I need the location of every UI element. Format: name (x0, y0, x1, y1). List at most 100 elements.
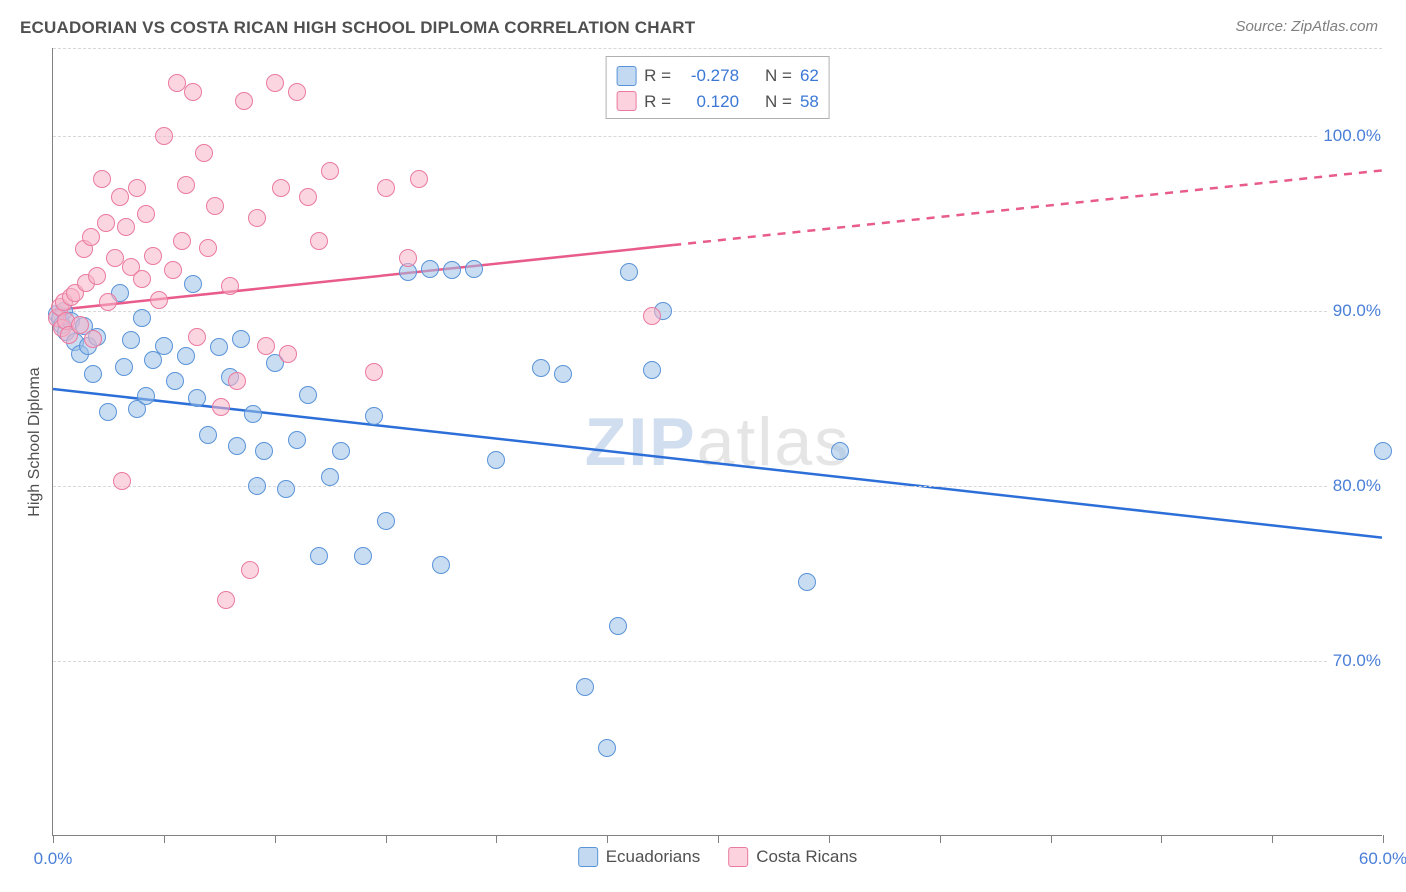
point-costarican (117, 218, 135, 236)
gridline (53, 311, 1382, 312)
point-costarican (97, 214, 115, 232)
swatch-pink-icon (616, 91, 636, 111)
point-costarican (212, 398, 230, 416)
x-tick (1051, 835, 1052, 843)
point-ecuadorian (248, 477, 266, 495)
point-ecuadorian (155, 337, 173, 355)
point-ecuadorian (84, 365, 102, 383)
point-costarican (643, 307, 661, 325)
y-tick-label: 100.0% (1317, 124, 1387, 148)
point-ecuadorian (188, 389, 206, 407)
legend-label: Costa Ricans (756, 847, 857, 867)
chart-title: ECUADORIAN VS COSTA RICAN HIGH SCHOOL DI… (20, 18, 695, 38)
x-tick (496, 835, 497, 843)
x-tick (718, 835, 719, 843)
point-costarican (310, 232, 328, 250)
point-ecuadorian (288, 431, 306, 449)
point-ecuadorian (133, 309, 151, 327)
point-ecuadorian (609, 617, 627, 635)
point-costarican (144, 247, 162, 265)
point-ecuadorian (532, 359, 550, 377)
legend-label: Ecuadorians (606, 847, 701, 867)
scatter-plot: High School Diploma ZIPatlas R = -0.278 … (52, 48, 1382, 836)
point-costarican (99, 293, 117, 311)
x-tick (940, 835, 941, 843)
point-ecuadorian (232, 330, 250, 348)
watermark: ZIPatlas (585, 403, 850, 481)
stat-r-value: 0.120 (679, 89, 739, 115)
point-costarican (248, 209, 266, 227)
gridline (53, 136, 1382, 137)
point-costarican (177, 176, 195, 194)
swatch-pink-icon (728, 847, 748, 867)
point-ecuadorian (210, 338, 228, 356)
gridline (53, 661, 1382, 662)
point-costarican (399, 249, 417, 267)
point-costarican (155, 127, 173, 145)
swatch-blue-icon (578, 847, 598, 867)
series-legend: Ecuadorians Costa Ricans (578, 847, 858, 867)
point-costarican (235, 92, 253, 110)
x-tick (164, 835, 165, 843)
point-ecuadorian (465, 260, 483, 278)
point-costarican (217, 591, 235, 609)
point-costarican (221, 277, 239, 295)
point-costarican (241, 561, 259, 579)
point-ecuadorian (798, 573, 816, 591)
point-costarican (88, 267, 106, 285)
point-ecuadorian (432, 556, 450, 574)
point-ecuadorian (137, 387, 155, 405)
point-ecuadorian (620, 263, 638, 281)
point-costarican (133, 270, 151, 288)
x-tick (829, 835, 830, 843)
x-tick-label: 0.0% (34, 849, 73, 869)
stats-row-ecuadorians: R = -0.278 N = 62 (616, 63, 819, 89)
point-costarican (150, 291, 168, 309)
point-ecuadorian (244, 405, 262, 423)
point-costarican (199, 239, 217, 257)
y-axis-label: High School Diploma (26, 367, 44, 516)
point-costarican (164, 261, 182, 279)
stat-r-label: R = (644, 63, 671, 89)
point-ecuadorian (99, 403, 117, 421)
point-costarican (84, 330, 102, 348)
point-costarican (188, 328, 206, 346)
point-costarican (279, 345, 297, 363)
point-costarican (299, 188, 317, 206)
point-costarican (288, 83, 306, 101)
point-ecuadorian (487, 451, 505, 469)
point-costarican (365, 363, 383, 381)
point-ecuadorian (277, 480, 295, 498)
stat-n-label: N = (765, 89, 792, 115)
point-costarican (113, 472, 131, 490)
point-ecuadorian (199, 426, 217, 444)
point-ecuadorian (115, 358, 133, 376)
y-tick-label: 90.0% (1327, 299, 1387, 323)
point-costarican (93, 170, 111, 188)
point-costarican (228, 372, 246, 390)
point-costarican (266, 74, 284, 92)
point-costarican (321, 162, 339, 180)
point-ecuadorian (576, 678, 594, 696)
x-tick (53, 835, 54, 843)
point-ecuadorian (122, 331, 140, 349)
legend-item-costaricans: Costa Ricans (728, 847, 857, 867)
x-tick (386, 835, 387, 843)
point-costarican (128, 179, 146, 197)
point-ecuadorian (310, 547, 328, 565)
point-ecuadorian (421, 260, 439, 278)
x-tick (1161, 835, 1162, 843)
point-costarican (173, 232, 191, 250)
legend-item-ecuadorians: Ecuadorians (578, 847, 701, 867)
stats-row-costaricans: R = 0.120 N = 58 (616, 89, 819, 115)
point-costarican (82, 228, 100, 246)
point-costarican (377, 179, 395, 197)
point-costarican (272, 179, 290, 197)
point-costarican (206, 197, 224, 215)
point-costarican (257, 337, 275, 355)
point-costarican (137, 205, 155, 223)
source-attribution: Source: ZipAtlas.com (1235, 18, 1378, 35)
point-ecuadorian (177, 347, 195, 365)
point-ecuadorian (377, 512, 395, 530)
stat-r-value: -0.278 (679, 63, 739, 89)
